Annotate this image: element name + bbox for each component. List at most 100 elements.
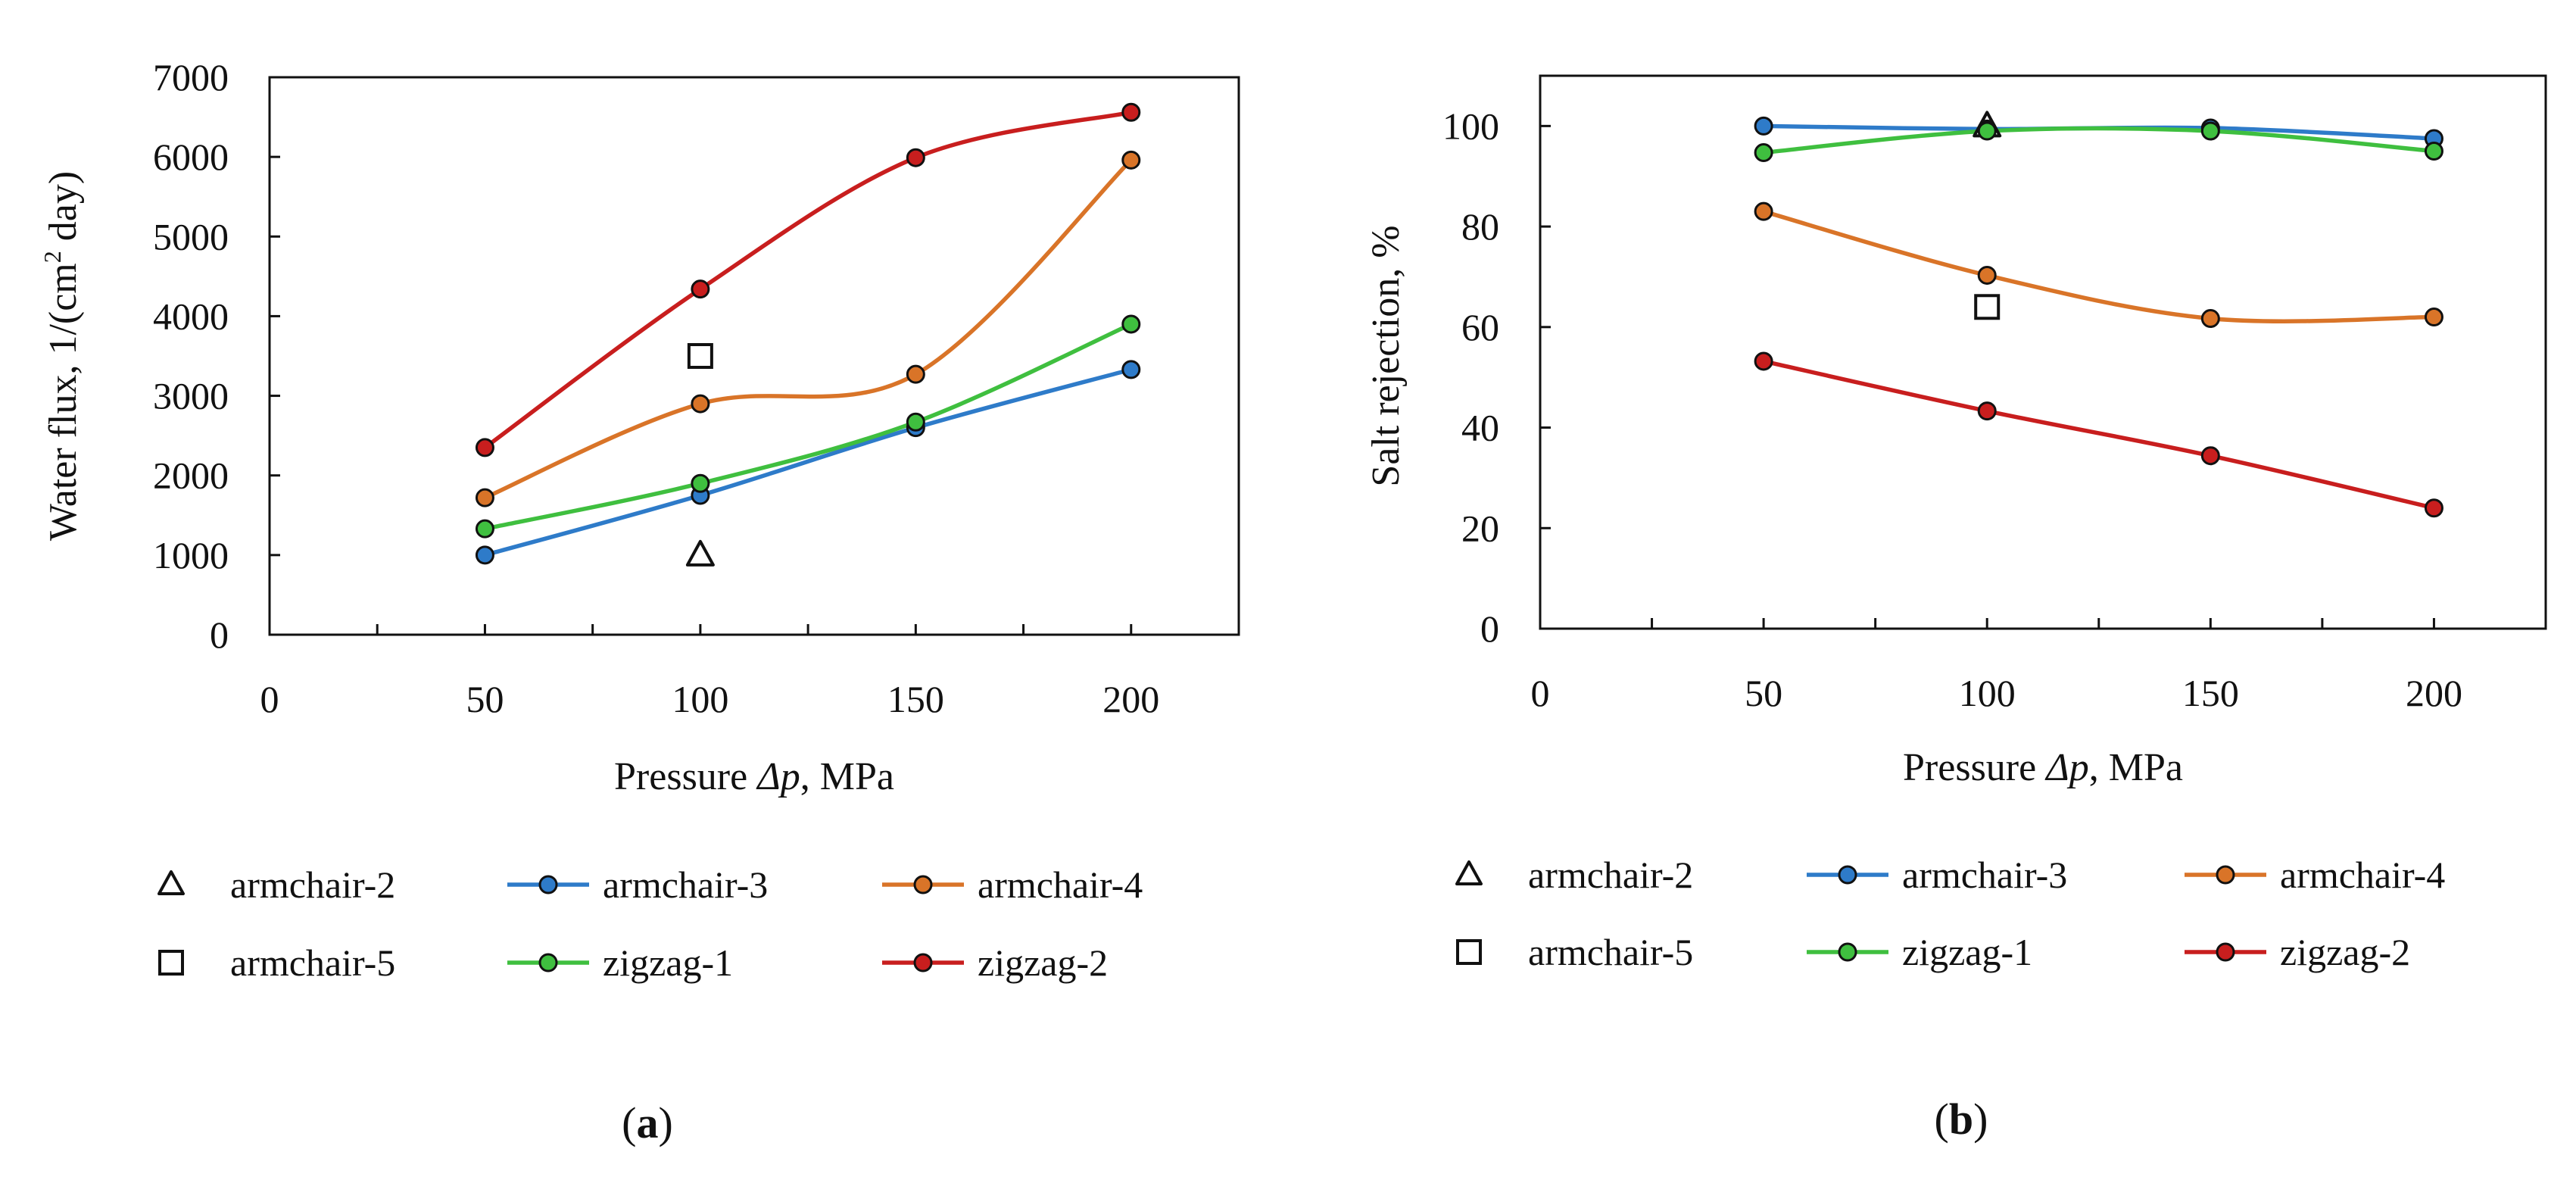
legend-label: zigzag-1 <box>603 941 733 984</box>
legend-label: armchair-3 <box>1902 854 2067 896</box>
legend-swatch-marker <box>913 875 933 894</box>
y-axis-label-prefix: Water flux, 1/(cm <box>42 263 85 541</box>
legend-item-zigzag-2: zigzag-2 <box>882 941 1108 984</box>
x-axis-label-unit: , MPa <box>800 755 894 798</box>
legend: armchair-2 armchair-3 armchair-4 armchair-5… <box>157 863 1143 984</box>
legend-label: armchair-2 <box>230 863 395 906</box>
data-point-zigzag-2 <box>906 148 925 167</box>
x-axis-label: Pressure Δp, MPa <box>614 755 894 798</box>
y-tick-label: 7000 <box>153 56 229 98</box>
x-axis-label-symbol: Δp <box>756 755 800 798</box>
x-tick-label: 50 <box>1745 672 1782 714</box>
y-tick-label: 80 <box>1461 205 1499 248</box>
panel-caption-letter: b <box>1949 1094 1973 1144</box>
y-tick-label: 0 <box>1480 607 1499 650</box>
data-point-armchair-4 <box>2424 308 2443 327</box>
legend-label: armchair-5 <box>1528 931 1693 973</box>
data-point-armchair-4 <box>2200 309 2220 329</box>
series-line-zigzag-2 <box>1763 359 2435 510</box>
legend-swatch-marker <box>538 953 558 973</box>
x-axis-label-prefix: Pressure <box>1903 746 2046 789</box>
data-point-zigzag-1 <box>2200 121 2220 141</box>
x-tick-label: 0 <box>1531 672 1550 714</box>
legend-label: zigzag-1 <box>1902 931 2032 973</box>
legend-item-armchair-3: armchair-3 <box>1807 854 2067 896</box>
data-point-zigzag-2 <box>1977 401 1997 421</box>
legend-item-zigzag-2: zigzag-2 <box>2185 931 2410 973</box>
data-point-armchair-5 <box>1974 294 2001 320</box>
x-tick-label: 0 <box>260 678 279 720</box>
x-axis-label-symbol: Δp <box>2044 746 2089 789</box>
y-tick-label: 1000 <box>153 534 229 576</box>
data-point-zigzag-1 <box>475 519 494 539</box>
y-tick-label: 100 <box>1442 105 1499 147</box>
legend-item-zigzag-1: zigzag-1 <box>1807 931 2032 973</box>
legend-label: zigzag-2 <box>2280 931 2410 973</box>
y-tick-label: 5000 <box>153 215 229 258</box>
x-axis-label-unit: , MPa <box>2089 746 2183 789</box>
legend-swatch-marker <box>538 875 558 894</box>
x-tick-label: 200 <box>2406 672 2462 714</box>
series-line-armchair-4 <box>1763 209 2434 323</box>
series-line-armchair-3 <box>484 367 1132 557</box>
plot-area-frame <box>268 76 1240 636</box>
series-line-zigzag-1 <box>1763 126 2434 155</box>
legend-item-armchair-2: armchair-2 <box>1455 854 1693 896</box>
panel-caption-close-paren: ) <box>1973 1094 1988 1144</box>
panel-caption-open-paren: ( <box>622 1098 636 1147</box>
x-tick-label: 150 <box>2182 672 2239 714</box>
data-point-armchair-4 <box>906 364 925 384</box>
y-tick-label: 60 <box>1461 306 1499 348</box>
legend-swatch-square <box>158 950 184 976</box>
series-line-zigzag-2 <box>483 110 1132 450</box>
panel-caption: (a) <box>622 1098 673 1147</box>
panel-caption: (b) <box>1935 1094 1988 1144</box>
y-tick-label: 20 <box>1461 507 1499 549</box>
y-tick-label: 0 <box>210 613 229 656</box>
data-point-armchair-4 <box>1121 150 1141 170</box>
y-tick-label: 2000 <box>153 454 229 497</box>
x-tick-label: 100 <box>672 678 728 720</box>
series-line-zigzag-1 <box>484 322 1132 531</box>
y-axis-label: Salt rejection, % <box>1364 225 1408 486</box>
data-point-zigzag-2 <box>691 279 710 299</box>
x-axis-label: Pressure Δp, MPa <box>1903 746 2183 789</box>
panel-caption-open-paren: ( <box>1935 1094 1949 1144</box>
legend-item-armchair-4: armchair-4 <box>882 863 1143 906</box>
legend-item-zigzag-1: zigzag-1 <box>507 941 733 984</box>
data-point-armchair-4 <box>475 488 494 507</box>
legend-item-armchair-4: armchair-4 <box>2185 854 2445 896</box>
x-tick-label: 50 <box>466 678 504 720</box>
x-axis-label-prefix: Pressure <box>614 755 757 798</box>
data-point-zigzag-2 <box>2424 498 2443 518</box>
x-tick-label: 100 <box>1959 672 2016 714</box>
data-point-zigzag-1 <box>906 412 925 432</box>
y-axis-label: Water flux, 1/(cm2 day) <box>39 171 85 541</box>
y-tick-label: 6000 <box>153 136 229 178</box>
plot-area-frame <box>1539 74 2547 630</box>
panel-caption-close-paren: ) <box>659 1098 673 1147</box>
y-tick-label: 3000 <box>153 375 229 417</box>
x-tick-label: 200 <box>1102 678 1159 720</box>
data-point-zigzag-2 <box>1121 102 1141 122</box>
y-axis-label-superscript: 2 <box>39 251 66 263</box>
chart-panel-a: 0 50 100 150 2000100020003000400050006000700… <box>39 56 1240 1147</box>
legend-item-armchair-5: armchair-5 <box>1456 931 1693 973</box>
y-tick-label: 40 <box>1461 407 1499 449</box>
data-point-armchair-3 <box>1754 116 1773 136</box>
data-point-zigzag-1 <box>1121 314 1141 334</box>
legend-swatch-marker <box>2216 865 2235 885</box>
legend-swatch-marker <box>913 953 933 973</box>
data-point-zigzag-2 <box>475 438 494 457</box>
data-point-armchair-4 <box>1754 201 1773 221</box>
legend-label: armchair-2 <box>1528 854 1693 896</box>
legend: armchair-2 armchair-3 armchair-4 armchair-5… <box>1455 854 2445 973</box>
data-point-armchair-4 <box>1977 265 1997 285</box>
legend-swatch-triangle <box>1455 860 1483 885</box>
legend-label: zigzag-2 <box>978 941 1108 984</box>
data-point-armchair-3 <box>1121 360 1141 379</box>
data-point-zigzag-1 <box>1754 143 1773 163</box>
y-axis-label-suffix: day) <box>42 171 85 251</box>
legend-label: armchair-5 <box>230 941 395 984</box>
